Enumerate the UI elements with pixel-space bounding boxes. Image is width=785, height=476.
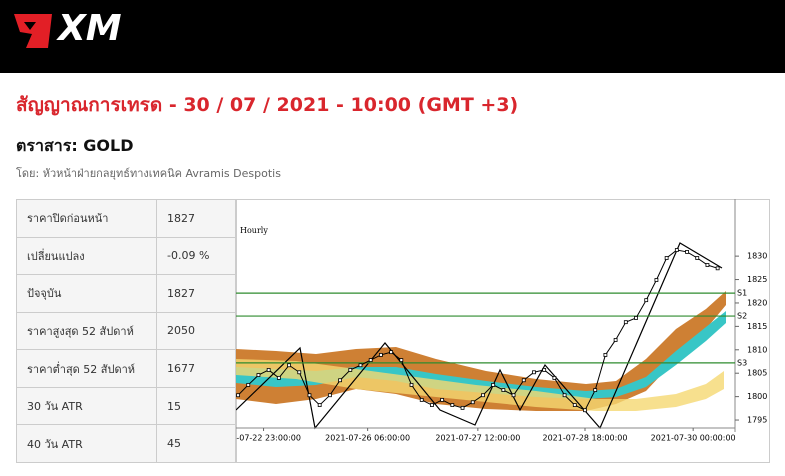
label-cell: เปลี่ยนแปลง: [16, 236, 157, 276]
price-point: [276, 375, 281, 380]
label-cell: ปัจจุบัน: [16, 274, 157, 313]
logo-text: XM: [56, 8, 122, 49]
price-point: [450, 403, 455, 407]
price-point: [593, 388, 598, 392]
author: โดย: หัวหน้าฝ่ายกลยุทธ์ทางเทคนิค Avramis…: [16, 167, 281, 180]
y-tick-label: 1800: [747, 392, 767, 401]
price-point: [379, 353, 383, 357]
label-cell: 30 วัน ATR: [16, 386, 157, 426]
price-point: [430, 403, 434, 407]
x-tick-label: 2021-07-26 06:00:00: [325, 434, 410, 443]
price-point: [236, 393, 240, 398]
price-point: [481, 393, 485, 398]
price-point: [317, 403, 322, 407]
price-point: [705, 263, 710, 267]
value-cell: 2050: [156, 311, 236, 351]
price-point: [644, 298, 649, 303]
price-point: [532, 370, 536, 375]
price-point: [511, 393, 516, 398]
stats-table: ราคาปิดก่อนหน้า 1827 เปลี่ยนแปลง -0.09 % ปัจ…: [16, 199, 236, 463]
price-point: [460, 405, 465, 410]
value-cell: 15: [156, 386, 236, 426]
price-point: [440, 398, 445, 402]
price-point: [348, 368, 353, 372]
y-tick-label: 1815: [747, 322, 767, 331]
label-cell: 40 วัน ATR: [16, 424, 157, 463]
price-point: [470, 400, 475, 405]
band-lower: [236, 359, 724, 411]
table-row: 40 วัน ATR 45: [16, 424, 236, 463]
price-point: [297, 370, 302, 375]
price-point: [409, 383, 414, 387]
price-point: [287, 363, 291, 368]
price-point: [246, 383, 251, 387]
price-point: [327, 393, 332, 398]
table-row: 30 วัน ATR 15: [16, 386, 236, 426]
x-tick-label: 21-07-22 23:00:00: [236, 434, 301, 443]
price-point: [358, 363, 363, 368]
price-point: [562, 393, 567, 398]
y-tick-label: 1830: [747, 252, 767, 261]
value-cell: 45: [156, 424, 236, 463]
table-row: เปลี่ยนแปลง -0.09 %: [16, 236, 236, 276]
price-point: [715, 266, 720, 271]
y-tick-label: 1810: [747, 345, 767, 354]
table-row: ราคาต่ำสุด 52 สัปดาห์ 1677: [16, 349, 236, 388]
price-point: [654, 278, 659, 282]
y-tick-label: 1795: [747, 416, 767, 425]
price-point: [572, 403, 577, 407]
x-tick-label: 2021-07-28 18:00:00: [543, 434, 628, 443]
label-cell: ราคาปิดก่อนหน้า: [16, 199, 157, 238]
price-point: [266, 368, 271, 372]
price-point: [256, 373, 261, 377]
page-title: สัญญาณการเทรด - 30 / 07 / 2021 - 10:00 (…: [16, 94, 519, 116]
y-tick-label: 1805: [747, 369, 767, 378]
logo: XM: [14, 8, 122, 49]
x-tick-label: 2021-07-27 12:00:00: [435, 434, 520, 443]
price-point: [685, 250, 689, 254]
y-tick-label: 1825: [747, 275, 767, 284]
price-point: [695, 256, 700, 260]
price-point: [552, 375, 557, 380]
price-point: [613, 338, 618, 342]
value-cell: 1827: [156, 274, 236, 313]
level-label: S1: [737, 289, 747, 298]
price-point: [389, 350, 394, 355]
price-point: [399, 358, 404, 362]
price-point: [521, 378, 526, 383]
price-point: [307, 393, 312, 398]
table-row: ราคาสูงสุด 52 สัปดาห์ 2050: [16, 311, 236, 351]
label-cell: ราคาสูงสุด 52 สัปดาห์: [16, 311, 157, 351]
price-point: [501, 388, 506, 392]
value-cell: -0.09 %: [156, 236, 236, 276]
price-point: [491, 383, 496, 387]
price-point: [542, 368, 547, 372]
price-point: [338, 378, 342, 383]
price-point: [419, 398, 424, 402]
price-point: [583, 408, 587, 413]
value-cell: 1827: [156, 199, 236, 238]
header: XM: [0, 0, 785, 73]
value-cell: 1677: [156, 349, 236, 388]
x-tick-label: 2021-07-30 00:00:00: [651, 434, 736, 443]
price-point: [623, 320, 628, 325]
instrument: ตราสาร: GOLD: [16, 136, 134, 155]
price-point: [664, 256, 669, 260]
label-cell: ราคาต่ำสุด 52 สัปดาห์: [16, 349, 157, 388]
price-point: [368, 358, 373, 362]
price-point: [603, 353, 608, 357]
price-point: [634, 316, 638, 320]
y-tick-label: 1820: [747, 298, 767, 307]
plot: Hourly 1795 1800 1805 1810 1815 1820 1825 1830 21…: [236, 199, 767, 443]
level-label: S2: [737, 312, 747, 321]
table-row: ราคาปิดก่อนหน้า 1827: [16, 199, 236, 238]
level-label: S3: [737, 358, 747, 367]
price-point: [674, 248, 679, 252]
table-row: ปัจจุบัน 1827: [16, 274, 236, 313]
bands: [236, 291, 726, 411]
zigzag: [236, 242, 723, 430]
chart: Hourly 1795 1800 1805 1810 1815 1820 1825 1830 21…: [236, 199, 770, 463]
timeframe: Hourly: [240, 226, 268, 235]
